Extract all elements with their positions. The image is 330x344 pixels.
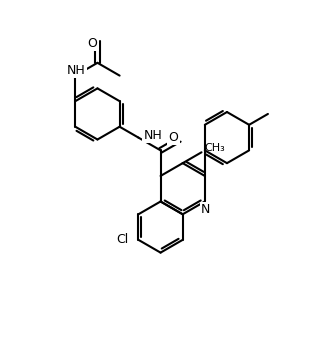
Text: NH: NH [67,64,86,77]
Text: N: N [201,203,211,216]
Text: Cl: Cl [116,233,129,246]
Text: O: O [169,131,179,144]
Text: CH₃: CH₃ [205,143,225,153]
Text: NH: NH [143,129,162,142]
Text: O: O [87,36,97,50]
